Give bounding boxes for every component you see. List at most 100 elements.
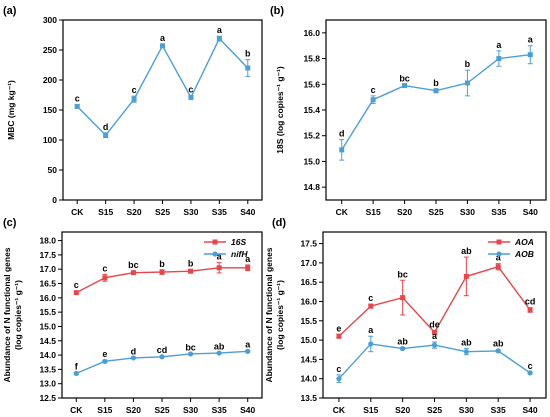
data-point [370,97,376,103]
significance-label: bc [185,342,196,352]
y-tick-label: 150 [43,105,57,115]
significance-label: e [102,349,107,359]
x-tick-label: S40 [240,207,255,217]
plot-frame [325,19,547,201]
significance-label: b [433,78,439,88]
panel-letter: (b) [270,5,284,17]
significance-label: a [245,339,251,349]
legend-label: nifH [231,249,248,259]
data-point [527,52,533,58]
data-point [245,265,251,271]
data-point [73,290,79,296]
significance-label: a [245,254,251,264]
significance-label: b [245,49,251,59]
x-tick-label: S15 [366,207,381,217]
legend-marker [496,251,502,257]
y-tick-label: 16.0 [303,28,320,38]
significance-label: c [368,293,373,303]
significance-label: a [217,25,223,35]
x-tick-label: S40 [523,405,538,415]
panel-d: (d) 13.5 14.0 14.5 15.0 15.5 16.0 16.5 17.0 17.5 C… [264,217,547,415]
x-tick-label: CK [71,207,84,217]
y-tick-label: 15.0 [300,335,317,345]
significance-label: a [496,40,502,50]
significance-label: ab [214,341,225,351]
legend-label: AOB [514,249,534,259]
data-point [336,333,342,339]
significance-label: c [75,94,80,104]
y-tick-label: 17.0 [39,264,56,274]
y-tick-label: 0 [52,195,57,205]
data-point [188,268,194,274]
x-tick-label: S25 [155,207,170,217]
data-point [159,269,165,275]
y-tick-label: 13.5 [39,364,56,374]
x-tick-label: S30 [183,207,198,217]
series-line [341,54,531,151]
data-point [188,94,194,100]
x-tick-label: S15 [97,405,112,415]
panel-b: (b) 14.8 15.0 15.2 15.4 15.6 15.8 16.0 CK S15 S20 S… [270,5,547,217]
panel-letter: (a) [3,5,17,17]
x-tick-label: S15 [363,405,378,415]
significance-label: c [528,361,533,371]
series-line [76,37,249,137]
y-tick-label: 13.5 [300,393,317,403]
significance-label: c [132,85,137,95]
series-line [338,343,531,380]
x-tick-label: S20 [397,207,412,217]
legend-marker [496,239,502,245]
data-point [74,103,80,109]
y-tick-label: 15.4 [303,105,320,115]
significance-label: a [368,325,374,335]
x-tick-label: S15 [98,207,113,217]
y-tick-label: 17.5 [300,239,317,249]
significance-label: cd [525,297,536,307]
significance-label: ab [461,338,472,348]
y-tick-label: 15.5 [39,307,56,317]
y-tick-label: 16.0 [39,293,56,303]
panel-letter: (d) [272,217,286,229]
data-point [102,275,108,281]
y-axis-title-line2: (log copies⁻¹ g⁻¹) [13,280,23,350]
significance-label: c [188,85,193,95]
y-tick-label: 16.5 [300,277,317,287]
data-point [130,355,137,361]
y-tick-label: 50 [48,165,58,175]
significance-label: cd [157,345,168,355]
significance-label: d [131,346,137,356]
y-tick-label: 200 [43,75,57,85]
significance-label: d [339,129,345,139]
significance-label: c [74,280,79,290]
data-point [527,307,533,313]
y-axis-title: Abundance of N functional genes [2,247,12,382]
y-tick-label: 250 [43,45,57,55]
y-tick-label: 16.0 [300,296,317,306]
data-point [432,329,437,335]
significance-label: e [336,323,341,333]
x-tick-label: S35 [491,207,506,217]
legend-marker [212,251,218,257]
y-tick-label: 15.8 [303,54,320,64]
x-tick-label: S25 [428,207,443,217]
data-point [495,264,501,270]
data-point [102,358,108,364]
x-tick-label: S30 [183,405,198,415]
legend-label: AOA [514,237,534,247]
data-point [464,80,470,86]
y-tick-label: 14.5 [39,336,56,346]
x-tick-label: S20 [127,207,142,217]
data-point [131,96,137,102]
x-tick-label: S20 [126,405,141,415]
x-tick-label: CK [70,405,83,415]
significance-label: de [429,319,440,329]
panel-c: (c) 12.5 13.0 13.5 14.0 14.5 15.0 15.5 16.0 16.5 1… [2,217,263,415]
significance-label: ab [461,246,472,256]
significance-label: bc [128,260,139,270]
significance-label: ab [493,339,504,349]
data-point [245,65,251,71]
x-tick-label: S25 [427,405,442,415]
y-tick-label: 15.0 [39,321,56,331]
panel-letter: (c) [3,217,17,229]
legend-marker [212,239,218,245]
